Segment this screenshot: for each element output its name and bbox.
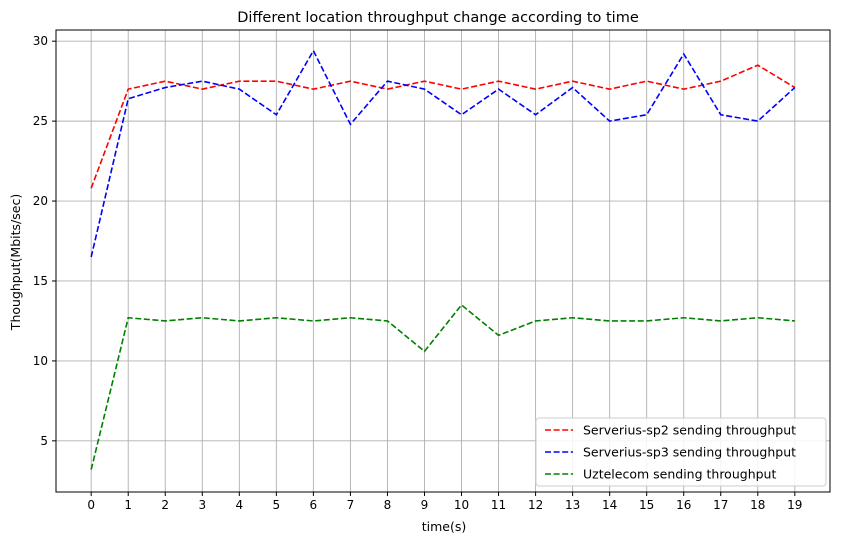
x-tick-label: 10 bbox=[454, 498, 469, 512]
y-tick-label: 20 bbox=[33, 194, 48, 208]
x-axis-label: time(s) bbox=[422, 519, 467, 534]
x-tick-label: 8 bbox=[384, 498, 392, 512]
legend-label: Uztelecom sending throughput bbox=[583, 467, 776, 482]
y-axis: 5 10 15 20 25 30 bbox=[33, 34, 56, 448]
y-tick-label: 5 bbox=[40, 434, 48, 448]
y-tick-label: 15 bbox=[33, 274, 48, 288]
x-axis: 0 1 2 3 4 5 6 7 8 9 10 11 12 13 14 15 16 17 18 19 bbox=[87, 492, 802, 512]
x-tick-label: 18 bbox=[750, 498, 765, 512]
x-tick-label: 13 bbox=[565, 498, 580, 512]
y-tick-label: 10 bbox=[33, 354, 48, 368]
chart-title: Different location throughput change acc… bbox=[237, 10, 639, 26]
x-tick-label: 16 bbox=[676, 498, 691, 512]
x-tick-label: 12 bbox=[528, 498, 543, 512]
x-tick-label: 4 bbox=[235, 498, 243, 512]
x-tick-label: 0 bbox=[87, 498, 95, 512]
x-tick-label: 7 bbox=[347, 498, 355, 512]
series-line-2 bbox=[90, 49, 796, 258]
x-tick-label: 17 bbox=[713, 498, 728, 512]
plot-frame bbox=[55, 29, 831, 493]
series-line-3 bbox=[90, 303, 795, 470]
x-tick-label: 9 bbox=[421, 498, 429, 512]
x-tick-label: 14 bbox=[602, 498, 617, 512]
legend-label: Serverius-sp3 sending throughput bbox=[583, 445, 796, 460]
x-tick-label: 19 bbox=[787, 498, 802, 512]
y-tick-label: 30 bbox=[33, 34, 48, 48]
x-tick-label: 11 bbox=[491, 498, 506, 512]
legend-box bbox=[535, 417, 827, 487]
legend-label: Serverius-sp2 sending throughput bbox=[583, 423, 796, 438]
legend: Serverius-sp2 sending throughput Serveriu… bbox=[535, 417, 827, 487]
y-tick-label: 25 bbox=[33, 114, 48, 128]
x-tick-label: 15 bbox=[639, 498, 654, 512]
x-tick-label: 6 bbox=[310, 498, 318, 512]
series-line-1 bbox=[90, 64, 796, 189]
x-tick-label: 2 bbox=[161, 498, 169, 512]
x-tick-label: 1 bbox=[124, 498, 132, 512]
series-layer bbox=[90, 49, 796, 470]
grid bbox=[56, 30, 830, 492]
y-axis-label: Thoughput(Mbits/sec) bbox=[8, 194, 23, 331]
x-tick-label: 3 bbox=[198, 498, 206, 512]
x-tick-label: 5 bbox=[273, 498, 281, 512]
